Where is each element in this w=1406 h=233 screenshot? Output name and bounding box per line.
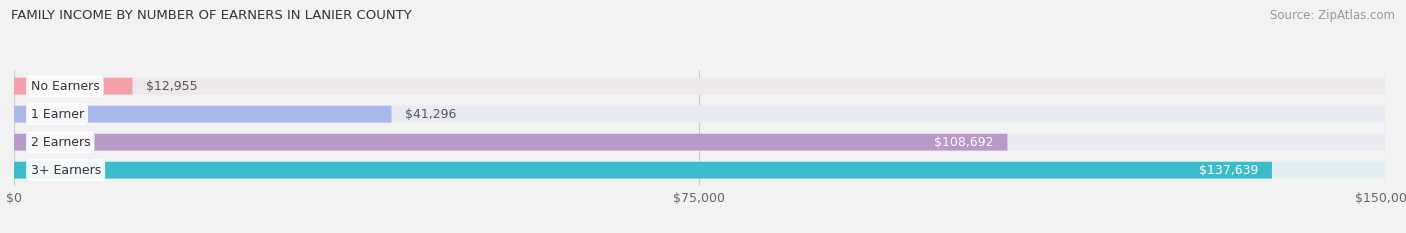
Text: FAMILY INCOME BY NUMBER OF EARNERS IN LANIER COUNTY: FAMILY INCOME BY NUMBER OF EARNERS IN LA… [11, 9, 412, 22]
Text: 2 Earners: 2 Earners [31, 136, 90, 149]
FancyBboxPatch shape [14, 162, 1385, 178]
FancyBboxPatch shape [14, 162, 1272, 178]
FancyBboxPatch shape [14, 106, 391, 123]
Text: $137,639: $137,639 [1199, 164, 1258, 177]
Text: $41,296: $41,296 [405, 108, 457, 121]
Text: No Earners: No Earners [31, 80, 100, 93]
Text: Source: ZipAtlas.com: Source: ZipAtlas.com [1270, 9, 1395, 22]
FancyBboxPatch shape [14, 78, 132, 95]
Text: 3+ Earners: 3+ Earners [31, 164, 101, 177]
FancyBboxPatch shape [14, 78, 1385, 95]
Text: 1 Earner: 1 Earner [31, 108, 83, 121]
FancyBboxPatch shape [14, 134, 1385, 151]
FancyBboxPatch shape [14, 106, 1385, 123]
Text: $108,692: $108,692 [934, 136, 994, 149]
FancyBboxPatch shape [14, 134, 1007, 151]
Text: $12,955: $12,955 [146, 80, 198, 93]
